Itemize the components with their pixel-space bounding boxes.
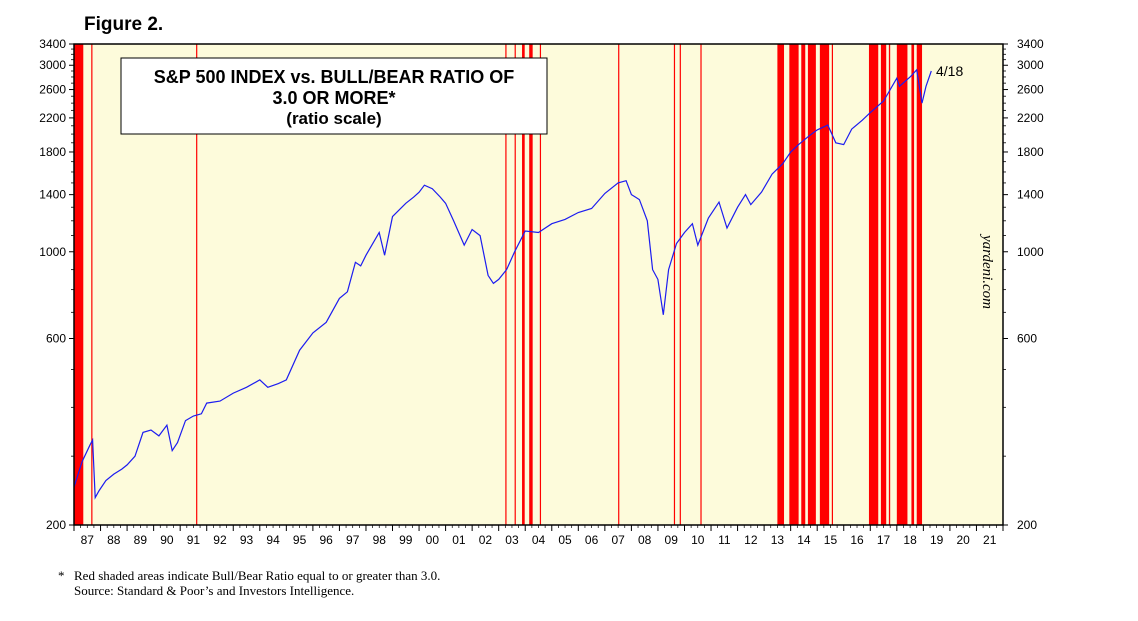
left-tick-label: 200 xyxy=(46,518,66,532)
left-tick-label: 600 xyxy=(46,331,66,345)
left-tick-label: 3000 xyxy=(39,58,66,72)
right-tick-label: 1400 xyxy=(1017,188,1044,202)
x-tick-label: 06 xyxy=(585,533,599,547)
right-y-axis: 200 600 1000 1400 1800 2200 2600 3000 3400 xyxy=(1003,37,1044,532)
shade-period-15 xyxy=(807,44,816,525)
x-tick-label: 88 xyxy=(107,533,121,547)
right-tick-label: 200 xyxy=(1017,518,1037,532)
shade-period-20 xyxy=(888,44,891,525)
right-tick-label: 2600 xyxy=(1017,83,1044,97)
shade-period-0 xyxy=(74,44,84,525)
right-tick-label: 600 xyxy=(1017,331,1037,345)
x-tick-label: 02 xyxy=(479,533,493,547)
x-axis: 87 88 89 90 91 92 93 94 95 96 97 98 99 00 01 02 03 04 05 06… xyxy=(73,525,1004,547)
shade-period-16 xyxy=(819,44,830,525)
x-tick-label: 19 xyxy=(930,533,944,547)
x-tick-label: 17 xyxy=(877,533,891,547)
shade-period-14 xyxy=(801,44,806,525)
x-tick-label: 97 xyxy=(346,533,360,547)
right-tick-label: 1800 xyxy=(1017,145,1044,159)
bull-bear-shading xyxy=(74,44,923,525)
shade-period-11 xyxy=(700,44,702,525)
x-tick-label: 04 xyxy=(532,533,546,547)
right-tick-label: 1000 xyxy=(1017,245,1044,259)
shade-period-4 xyxy=(514,44,516,525)
left-tick-label: 1800 xyxy=(39,145,66,159)
x-tick-label: 98 xyxy=(373,533,387,547)
x-tick-label: 90 xyxy=(160,533,174,547)
left-tick-label: 3400 xyxy=(39,37,66,51)
left-tick-label: 2200 xyxy=(39,111,66,125)
x-tick-label: 89 xyxy=(134,533,148,547)
x-tick-label: 10 xyxy=(691,533,705,547)
x-tick-label: 11 xyxy=(718,533,731,547)
x-tick-label: 18 xyxy=(903,533,917,547)
shade-period-17 xyxy=(831,44,833,525)
right-tick-label: 3400 xyxy=(1017,37,1044,51)
shade-period-1 xyxy=(91,44,93,525)
shade-period-22 xyxy=(911,44,915,525)
left-tick-label: 1000 xyxy=(39,245,66,259)
shade-period-3 xyxy=(505,44,507,525)
left-tick-label: 1400 xyxy=(39,188,66,202)
x-tick-label: 16 xyxy=(850,533,864,547)
x-tick-label: 95 xyxy=(293,533,307,547)
x-tick-label: 13 xyxy=(771,533,785,547)
x-tick-label: 20 xyxy=(957,533,971,547)
shade-period-8 xyxy=(618,44,620,525)
footnote-line-2: Source: Standard & Poor’s and Investors … xyxy=(74,583,355,598)
left-tick-label: 2600 xyxy=(39,83,66,97)
watermark: yardeni.com xyxy=(979,233,995,309)
x-tick-label: 87 xyxy=(81,533,95,547)
sp500-line xyxy=(73,68,932,500)
x-tick-label: 12 xyxy=(744,533,758,547)
chart-title-line-3: (ratio scale) xyxy=(286,109,381,128)
figure-label: Figure 2. xyxy=(84,14,164,35)
shade-period-2 xyxy=(196,44,198,525)
left-y-axis: 200 600 1000 1400 1800 2200 2600 3000 3400 xyxy=(39,37,74,532)
x-tick-label: 08 xyxy=(638,533,652,547)
shade-period-18 xyxy=(868,44,879,525)
shade-period-23 xyxy=(916,44,923,525)
end-label: 4/18 xyxy=(936,63,963,79)
x-tick-label: 15 xyxy=(824,533,838,547)
x-tick-label: 21 xyxy=(983,533,997,547)
x-tick-label: 92 xyxy=(213,533,227,547)
x-tick-label: 05 xyxy=(558,533,572,547)
chart-title-line-1: S&P 500 INDEX vs. BULL/BEAR RATIO OF xyxy=(154,67,514,87)
shade-period-19 xyxy=(880,44,887,525)
x-tick-label: 01 xyxy=(452,533,466,547)
right-tick-label: 3000 xyxy=(1017,58,1044,72)
shade-period-21 xyxy=(896,44,908,525)
x-tick-label: 99 xyxy=(399,533,413,547)
x-tick-label: 09 xyxy=(665,533,679,547)
shade-period-6 xyxy=(529,44,533,525)
chart-title-line-2: 3.0 OR MORE* xyxy=(272,88,395,108)
footnote-line-1: Red shaded areas indicate Bull/Bear Rati… xyxy=(74,568,441,583)
right-tick-label: 2200 xyxy=(1017,111,1044,125)
x-tick-label: 96 xyxy=(319,533,333,547)
shade-period-13 xyxy=(789,44,799,525)
footnote-star: * xyxy=(58,568,65,583)
footnote: * Red shaded areas indicate Bull/Bear Rat… xyxy=(58,568,440,598)
shade-period-10 xyxy=(679,44,681,525)
shade-period-12 xyxy=(777,44,785,525)
chart-title-box: S&P 500 INDEX vs. BULL/BEAR RATIO OF 3.0… xyxy=(120,57,548,135)
x-tick-label: 93 xyxy=(240,533,254,547)
shade-period-7 xyxy=(539,44,542,525)
shade-period-9 xyxy=(673,44,676,525)
x-tick-label: 03 xyxy=(505,533,519,547)
shade-period-5 xyxy=(522,44,525,525)
x-tick-label: 14 xyxy=(797,533,811,547)
x-tick-label: 00 xyxy=(426,533,440,547)
x-tick-label: 94 xyxy=(266,533,280,547)
x-tick-label: 91 xyxy=(187,533,201,547)
x-tick-label: 07 xyxy=(611,533,625,547)
